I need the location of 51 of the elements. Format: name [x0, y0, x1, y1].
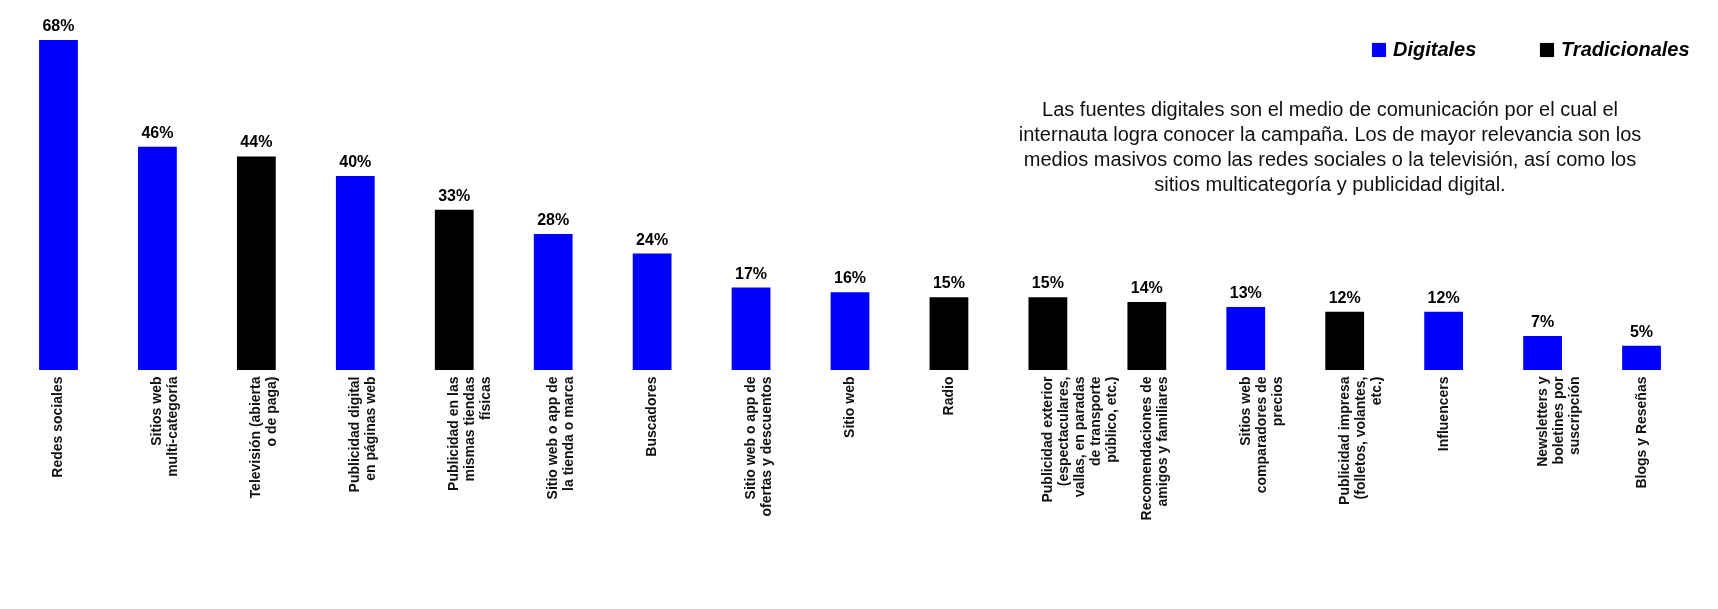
bar [1325, 311, 1365, 370]
bar [1226, 306, 1266, 370]
data-label: 40% [339, 152, 372, 170]
x-tick-label: Publicidad exterior (espectaculares, vallas, en paradas de transporte público, etc.) [1038, 375, 1119, 503]
bar [1622, 345, 1661, 370]
x-tick-label: Sitio web [841, 376, 857, 438]
x-tick-label: Televisión (abierta o de paga) [247, 376, 280, 499]
bar [39, 40, 78, 370]
data-label: 12% [1328, 288, 1361, 306]
x-tick-label: Publicidad en las mismas tiendas físicas [445, 376, 494, 491]
bar [1028, 297, 1068, 370]
data-label: 15% [1031, 274, 1064, 292]
data-label: 46% [141, 123, 174, 141]
x-tick-label: Publicidad impresa (folletos, volantes, etc.) [1335, 376, 1384, 505]
bar [533, 234, 573, 370]
x-tick-label: Sitio web o app de ofertas y descuentos [742, 376, 775, 517]
x-tick-label: Redes sociales [49, 376, 66, 478]
data-label: 7% [1531, 313, 1555, 331]
data-label: 24% [636, 230, 669, 248]
data-label: 33% [438, 186, 471, 204]
data-label: 16% [833, 269, 867, 287]
bar [236, 156, 276, 370]
x-tick-label: Sitios web comparadores de precios [1236, 376, 1285, 494]
x-tick-label: Blogs y Reseñas [1632, 376, 1649, 489]
data-label: 13% [1229, 283, 1262, 301]
bar [335, 175, 375, 370]
data-label: 5% [1629, 322, 1654, 340]
bar [731, 287, 771, 370]
data-label: 68% [42, 17, 75, 34]
data-label: 14% [1130, 279, 1163, 297]
bar [1523, 336, 1562, 370]
data-label: 15% [932, 274, 965, 292]
bar [830, 292, 870, 370]
legend-label: Digitales [1393, 38, 1477, 60]
bar [434, 209, 474, 370]
legend-label: Tradicionales [1561, 38, 1690, 60]
x-tick-label: Influencers [1434, 376, 1451, 452]
x-tick-label: Sitios web multi-categoría [148, 376, 181, 477]
bar [1424, 311, 1464, 370]
bar [1127, 302, 1167, 370]
x-tick-label: Radio [939, 376, 956, 416]
x-tick-label: Buscadores [643, 376, 660, 457]
data-label: 12% [1427, 288, 1460, 306]
data-label: 28% [537, 211, 570, 229]
data-label: 44% [240, 133, 273, 151]
bar [632, 253, 672, 370]
annotation: Las fuentes digitales son el medio de comunicación por el cual el internauta logra conocer la campaña. Los de mayor relevancia son los medios masivos como las redes sociales o la televisión, así como los sitios multicategoría y publicidad digital. [1018, 98, 1642, 195]
bar [138, 146, 177, 370]
data-label: 17% [735, 264, 768, 282]
bar [929, 297, 969, 370]
x-tick-label: Newsletters y boletines por suscripción [1533, 375, 1582, 467]
